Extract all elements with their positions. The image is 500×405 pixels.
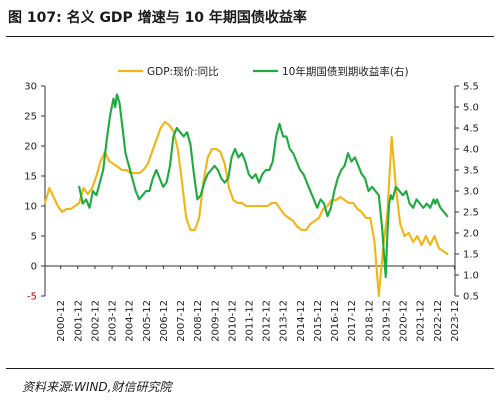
x-tick-label: 2008-12: [193, 300, 204, 342]
left-tick-label: 25: [24, 112, 37, 123]
right-tick-label: 5.0: [463, 103, 479, 114]
x-tick-label: 2019-12: [381, 300, 392, 342]
left-tick-label: 0: [31, 262, 37, 273]
series-line-gdp: [43, 120, 449, 298]
x-tick-label: 2017-12: [347, 300, 358, 342]
x-tick-label: 2023-12: [450, 300, 461, 342]
x-tick-label: 2007-12: [176, 300, 187, 342]
right-tick-label: 1.5: [463, 250, 479, 261]
x-tick-label: 2002-12: [90, 300, 101, 342]
x-tick-label: 2020-12: [399, 300, 410, 342]
x-tick-label: 2014-12: [296, 300, 307, 342]
right-tick-label: 4.0: [463, 145, 479, 156]
right-tick-label: 2.5: [463, 208, 479, 219]
right-tick-label: 5.5: [463, 82, 479, 93]
x-tick-label: 2010-12: [227, 300, 238, 342]
right-tick-label: 4.5: [463, 124, 479, 135]
x-tick-label: 2000-12: [56, 300, 67, 342]
x-tick-label: 2003-12: [108, 300, 119, 342]
x-tick-label: 2015-12: [313, 300, 324, 342]
legend: GDP:现价:同比 10年期国债到期收益率(右): [118, 65, 409, 78]
left-tick-label: 15: [24, 172, 37, 183]
right-tick-label: 2.0: [463, 229, 479, 240]
series-line-bond: [78, 93, 449, 279]
x-tick-label: 2001-12: [73, 300, 84, 342]
left-tick-label: 30: [24, 82, 37, 93]
x-tick-label: 2016-12: [330, 300, 341, 342]
x-tick-label: 2021-12: [416, 300, 427, 342]
axes: -5 0 5 10 15 20 25 30 0.5 1.0 1.5 2.0 2.5 3.0 3.5 4.0 4.…: [24, 82, 479, 342]
x-tick-label: 2004-12: [125, 300, 136, 342]
right-tick-label: 1.0: [463, 271, 479, 282]
left-tick-label: -5: [27, 292, 37, 303]
x-tick-label: 2009-12: [210, 300, 221, 342]
source-note: 资料来源:WIND,财信研究院: [22, 380, 172, 394]
left-tick-label: 10: [24, 202, 37, 213]
x-tick-label: 2013-12: [279, 300, 290, 342]
legend-label-gdp: GDP:现价:同比: [147, 65, 219, 78]
figure-title: 图 107: 名义 GDP 增速与 10 年期国债收益率: [8, 10, 307, 26]
x-tick-label: 2018-12: [364, 300, 375, 342]
right-tick-label: 0.5: [463, 292, 479, 303]
title-rule: [6, 36, 494, 37]
x-tick-label: 2005-12: [142, 300, 153, 342]
chart: GDP:现价:同比 10年期国债到期收益率(右) -5 0 5 10 15 20 25 30 0…: [24, 65, 479, 342]
x-tick-label: 2006-12: [159, 300, 170, 342]
legend-label-bond: 10年期国债到期收益率(右): [282, 65, 409, 78]
series-layer: [43, 93, 449, 298]
x-tick-label: 2012-12: [262, 300, 273, 342]
x-tick-label: 2022-12: [433, 300, 444, 342]
x-tick-label: 2011-12: [245, 300, 256, 342]
source-rule: [6, 368, 494, 369]
left-tick-label: 5: [31, 232, 37, 243]
right-tick-label: 3.5: [463, 166, 479, 177]
right-tick-label: 3.0: [463, 187, 479, 198]
left-tick-label: 20: [24, 142, 37, 153]
